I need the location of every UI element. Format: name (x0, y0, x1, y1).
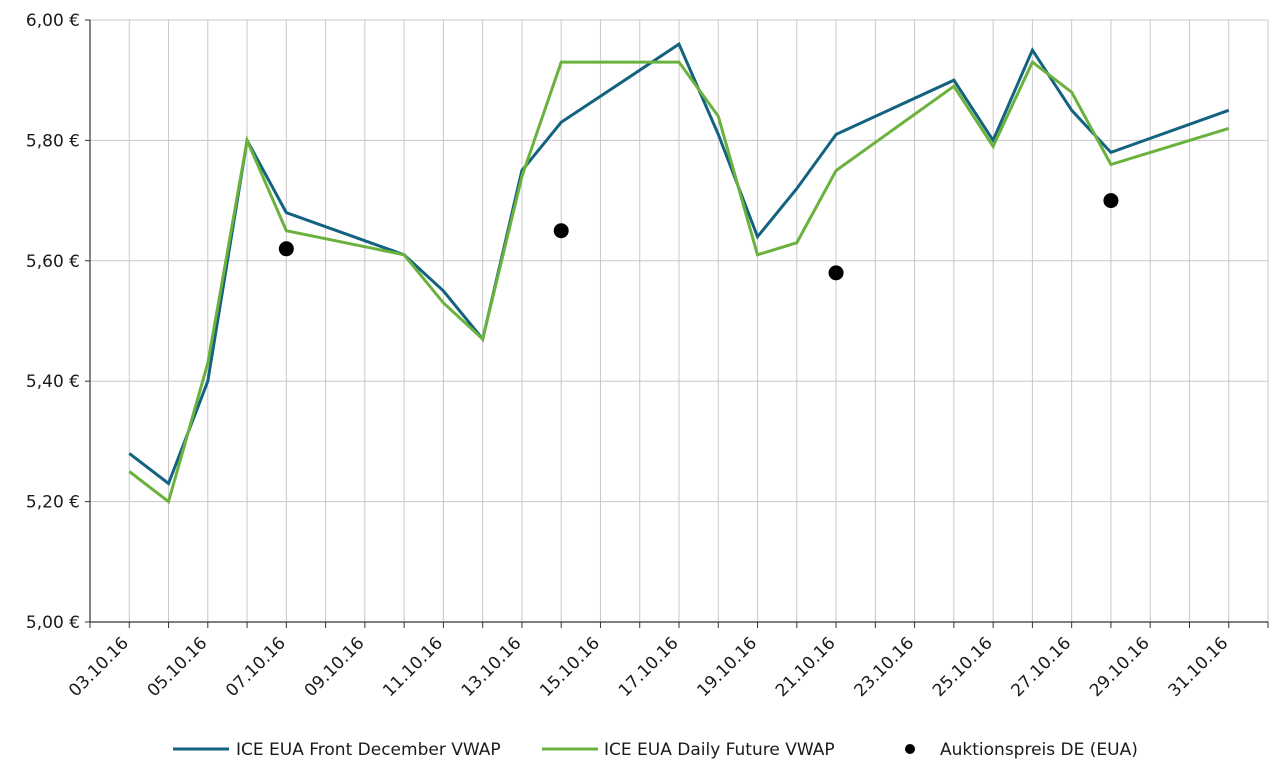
x-tick-label: 09.10.16 (301, 633, 369, 701)
y-tick-label: 5,00 € (26, 613, 80, 633)
legend-label-2: ICE EUA Daily Future VWAP (604, 740, 835, 760)
y-tick-label: 5,60 € (26, 252, 80, 272)
x-tick-label: 07.10.16 (222, 633, 290, 701)
x-tick-label: 19.10.16 (693, 633, 761, 701)
x-tick-label: 23.10.16 (850, 633, 918, 701)
x-tick-label: 03.10.16 (65, 633, 133, 701)
series-line-1 (128, 41, 1230, 486)
x-tick-label: 13.10.16 (458, 633, 526, 701)
x-tick-label: 15.10.16 (536, 633, 604, 701)
legend-swatch-3 (905, 744, 915, 754)
x-tick-label: 29.10.16 (1086, 633, 1154, 701)
legend-label-1: ICE EUA Front December VWAP (236, 740, 501, 760)
auction-price-point (553, 223, 569, 239)
x-tick-label: 25.10.16 (929, 633, 997, 701)
y-tick-label: 6,00 € (26, 11, 80, 31)
auction-price-point (828, 265, 844, 281)
y-tick-label: 5,40 € (26, 372, 80, 392)
x-tick-label: 11.10.16 (379, 633, 447, 701)
auction-price-point (278, 241, 294, 257)
x-tick-label: 05.10.16 (144, 633, 212, 701)
series-line-2 (128, 59, 1230, 505)
auction-price-point (1103, 193, 1119, 209)
x-tick-label: 31.10.16 (1165, 633, 1233, 701)
x-tick-label: 17.10.16 (615, 633, 683, 701)
y-tick-label: 5,20 € (26, 493, 80, 513)
x-tick-label: 27.10.16 (1008, 633, 1076, 701)
y-tick-label: 5,80 € (26, 131, 80, 151)
x-tick-label: 21.10.16 (772, 633, 840, 701)
legend-label-3: Auktionspreis DE (EUA) (940, 740, 1138, 760)
